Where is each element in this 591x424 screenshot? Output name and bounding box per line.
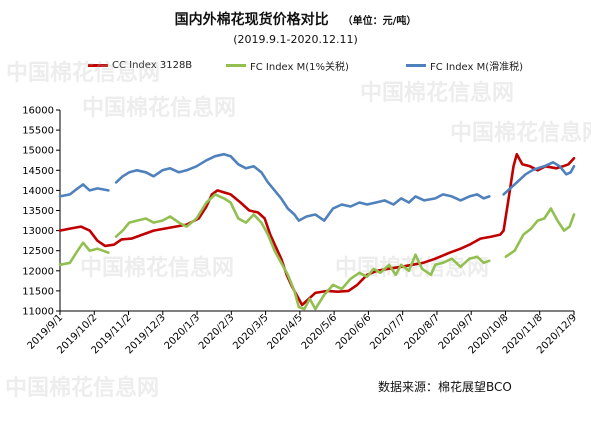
legend-swatch-fc-index-sliding [406,63,426,67]
legend-item-fc-index-sliding: FC Index M(滑准税) [406,57,523,73]
data-source-note: 数据来源：棉花展望BCO [378,380,512,394]
x-tick-label: 2020/3/5 [231,312,271,352]
legend-item-fc-index-1pct: FC Index M(1%关税) [226,57,349,73]
y-tick-label: 14500 [22,166,54,177]
y-tick-label: 16000 [22,106,54,117]
watermark-text: 中国棉花信息网 [6,60,160,86]
y-tick-label: 11500 [22,286,54,297]
legend-item-cc-index: CC Index 3128B [88,57,192,73]
legend-label-fc-index-sliding: FC Index M(滑准税) [430,61,524,73]
chart-subtitle: (2019.9.1-2020.12.11) [233,33,358,46]
x-tick-label: 2020/4/5 [265,312,305,352]
x-tick-label: 2020/1/3 [163,312,203,352]
y-tick-label: 13000 [22,226,54,237]
watermark-text: 中国棉花信息网 [360,80,514,106]
y-tick-label: 15000 [22,146,54,157]
x-axis: 2019/9/12019/10/22019/11/22019/12/32020/… [26,310,579,356]
watermark-text: 中国棉花信息网 [5,375,159,401]
watermark-text: 中国棉花信息网 [450,120,591,146]
watermark-text: 中国棉花信息网 [82,95,236,121]
legend-swatch-cc-index [88,63,108,67]
unit-label: （单位：元/吨） [342,16,417,27]
series-layer [58,152,576,311]
legend-swatch-fc-index-1pct [226,63,246,67]
y-tick-label: 11000 [22,307,54,318]
y-tick-label: 13500 [22,206,54,217]
y-axis: 11000 11500 12000 12500 13000 13500 14000 14500… [22,106,61,318]
y-tick-label: 12500 [22,246,54,257]
legend-label-fc-index-1pct: FC Index M(1%关税) [250,61,349,73]
legend: CC Index 3128B FC Index M(1%关税) FC Index… [88,57,588,73]
x-tick-label: 2020/6/6 [334,312,374,352]
chart-title-text: 国内外棉花现货价格对比 [174,12,329,28]
x-tick-label: 2020/7/7 [368,312,408,352]
legend-label-cc-index: CC Index 3128B [112,59,193,71]
series-line-fc-index-1pct [58,193,576,311]
watermark-text: 中国棉花信息网 [80,255,234,281]
chart-title: 国内外棉花现货价格对比 （单位：元/吨） [0,9,591,29]
series-line-fc-index-sliding [58,152,576,222]
watermark-text: 中国棉花信息网 [335,255,489,281]
y-tick-label: 14000 [22,186,54,197]
y-tick-label: 12000 [22,266,54,277]
x-tick-label: 2020/8/7 [403,312,443,352]
x-tick-label: 2020/2/3 [197,312,237,352]
x-tick-label: 2020/5/6 [300,312,340,352]
y-tick-label: 15500 [22,126,54,137]
series-line-cc-index [58,152,576,307]
